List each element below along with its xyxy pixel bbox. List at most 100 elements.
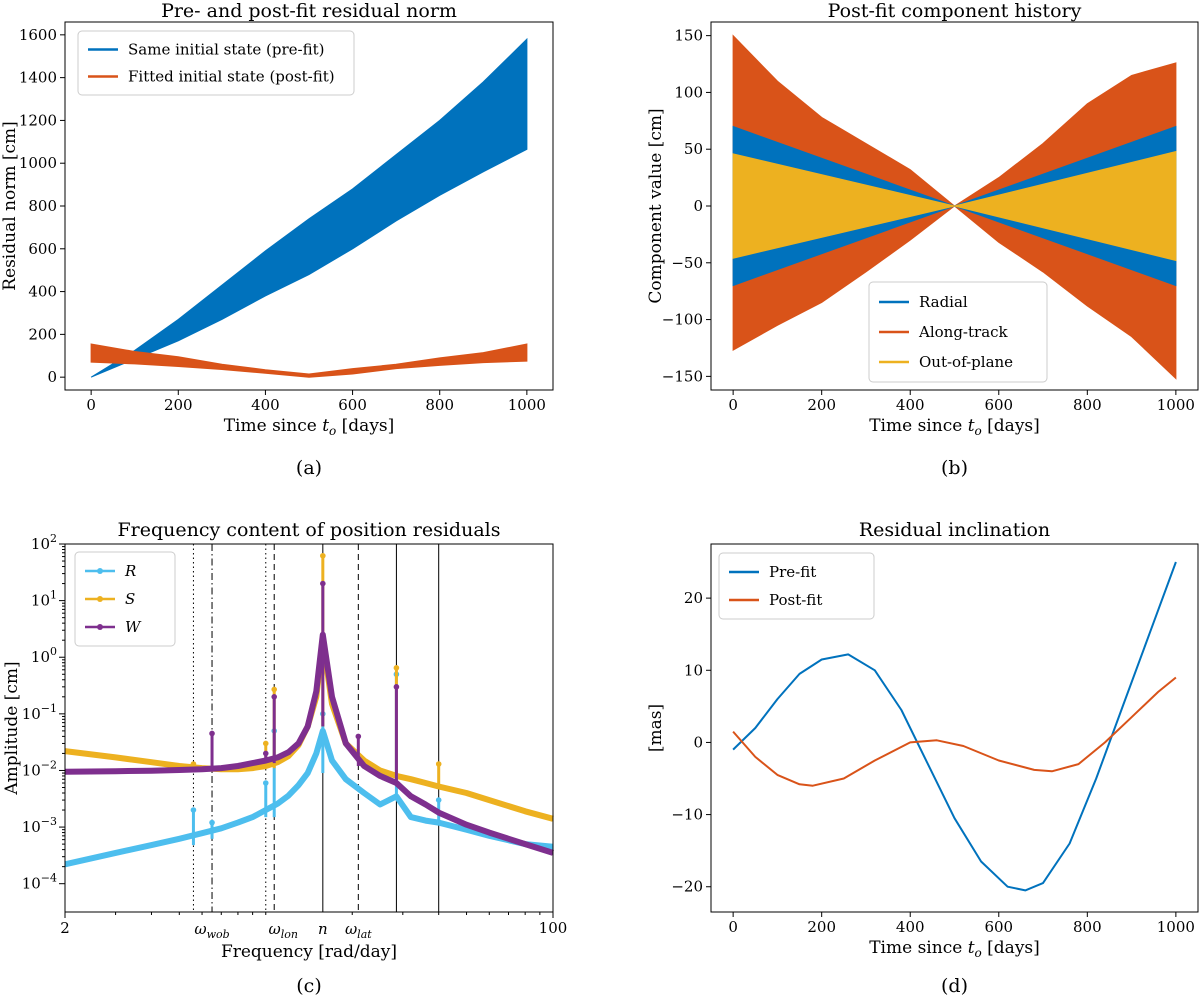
- x-tick-label: 0: [728, 396, 738, 414]
- axes: 0 200 400 600 800 1000 −20 −10 0 10 20: [671, 543, 1199, 936]
- legend-entry: Pre-fit: [769, 563, 816, 581]
- series-band-out-of-plane: [732, 150, 1177, 262]
- y-tick-label: 400: [28, 283, 57, 301]
- chart-title: Post-fit component history: [828, 0, 1082, 22]
- legend-entry: R: [124, 562, 136, 580]
- y-tick-label: −20: [671, 878, 703, 896]
- legend-box: [77, 30, 355, 96]
- legend-a: Same initial state (pre-fit) Fitted initi…: [77, 30, 355, 96]
- y-tick-label: 0: [693, 197, 703, 215]
- x-axis-label: Time since to [days]: [869, 416, 1040, 438]
- spike-marker-s: [262, 740, 269, 747]
- frequency-marker-label: ωlon: [268, 920, 297, 941]
- spike-marker-w: [355, 733, 362, 740]
- y-tick-label: 800: [28, 197, 57, 215]
- y-tick-label: 10−3: [22, 815, 57, 836]
- x-tick-label: 600: [338, 396, 367, 414]
- legend-entry: W: [125, 618, 142, 636]
- chart-b: 0 200 400 600 800 1000 −150 −100 −50 0 50 100 150 Pos…: [646, 0, 1199, 479]
- legend-entry: Along-track: [918, 323, 1009, 341]
- series-line-post-fit: [732, 676, 1177, 787]
- y-axis-label: Residual norm [cm]: [0, 121, 20, 291]
- legend-entry: Same initial state (pre-fit): [128, 41, 324, 59]
- x-tick-label: 0: [86, 396, 96, 414]
- legend-entry: S: [125, 590, 135, 608]
- spike-marker-w: [209, 730, 215, 737]
- y-tick-label: 102: [31, 532, 57, 553]
- y-tick-label: 200: [28, 325, 57, 343]
- x-tick-label: 800: [1073, 396, 1102, 414]
- spike-marker-s: [393, 665, 400, 671]
- x-axis-label: Time since to [days]: [869, 938, 1040, 960]
- y-axis-label: Component value [cm]: [646, 108, 666, 303]
- series-w: [64, 580, 554, 856]
- x-tick-label: 200: [807, 396, 836, 414]
- legend-marker: [97, 624, 103, 630]
- y-tick-label: 20: [684, 589, 703, 607]
- y-tick-label: −100: [662, 311, 703, 329]
- y-tick-label: 0: [47, 368, 57, 386]
- x-tick-label: 200: [164, 396, 193, 414]
- x-tick-label: 0: [728, 918, 738, 936]
- x-tick-label: 1000: [1157, 918, 1195, 936]
- x-axis-label: Time since to [days]: [224, 416, 395, 438]
- y-tick-label: 1000: [19, 154, 57, 172]
- x-tick-label: 400: [251, 396, 280, 414]
- axes: 0 200 400 600 800 1000 0 200 400 600 800 1000 1200 14…: [19, 21, 554, 414]
- spike-marker-s: [320, 552, 326, 559]
- series-band-same-initial-state-pre-fit-: [90, 37, 528, 378]
- chart-title: Residual inclination: [859, 519, 1050, 541]
- plot-frame: [64, 543, 554, 913]
- legend-entry: Out-of-plane: [919, 353, 1013, 371]
- chart-title: Pre- and post-fit residual norm: [161, 0, 457, 22]
- y-tick-label: 10−4: [22, 872, 57, 893]
- x-tick-label: 600: [984, 396, 1013, 414]
- x-tick-label: 1000: [508, 396, 546, 414]
- legend-marker: [97, 596, 103, 602]
- frequency-marker-label: n: [318, 920, 328, 938]
- spike-marker-s: [435, 761, 442, 767]
- y-tick-label: −10: [671, 806, 703, 824]
- y-tick-label: 0: [693, 733, 703, 751]
- x-tick-label: 800: [425, 396, 454, 414]
- chart-a: 0 200 400 600 800 1000 0 200 400 600 800 1000 1200 14…: [0, 0, 554, 479]
- legend-b: Radial Along-track Out-of-plane: [868, 281, 1048, 383]
- spike-marker-w: [320, 580, 326, 587]
- x-tick-label: 800: [1073, 918, 1102, 936]
- x-tick-label: 100: [539, 919, 568, 937]
- x-axis-label: Frequency [rad/day]: [221, 942, 397, 962]
- y-tick-label: −150: [662, 367, 703, 385]
- y-tick-label: 10−1: [22, 702, 57, 723]
- y-tick-label: 1600: [19, 26, 57, 44]
- chart-d: 0 200 400 600 800 1000 −20 −10 0 10 20 Residual inc…: [646, 519, 1199, 996]
- y-tick-label: −50: [671, 254, 703, 272]
- legend-box: [718, 552, 875, 620]
- legend-box: [868, 281, 1048, 383]
- chart-c: 10−4 10−3 10−2 10−1 100 101 102 2 100 ωwob ωlon n ωl…: [2, 519, 567, 996]
- series-line-w: [64, 631, 554, 856]
- x-tick-label: 400: [896, 918, 925, 936]
- x-tick-label: 1000: [1157, 396, 1195, 414]
- spike-marker-w: [393, 684, 400, 690]
- legend-entry: Post-fit: [769, 591, 822, 609]
- spike-marker-r: [190, 807, 197, 813]
- legend-c: RSW: [74, 551, 176, 647]
- frequency-marker-label: ωlat: [345, 920, 372, 941]
- legend-entry: Radial: [919, 293, 968, 311]
- y-tick-label: 100: [31, 645, 57, 666]
- legend-d: Pre-fit Post-fit: [718, 552, 875, 620]
- spike-marker-w: [262, 750, 269, 757]
- frequency-marker-label: ωwob: [194, 920, 229, 941]
- legend-marker: [97, 568, 103, 574]
- x-tick-label: 400: [896, 396, 925, 414]
- y-tick-label: 150: [674, 27, 703, 45]
- y-tick-label: 600: [28, 240, 57, 258]
- legend-box: [74, 551, 176, 647]
- y-tick-label: 10−2: [22, 758, 57, 779]
- x-tick-label: 2: [60, 919, 70, 937]
- panel-caption: (a): [296, 457, 322, 479]
- spike-marker-w: [271, 694, 278, 700]
- spike-marker-r: [209, 819, 215, 826]
- series-line-pre-fit: [732, 561, 1177, 892]
